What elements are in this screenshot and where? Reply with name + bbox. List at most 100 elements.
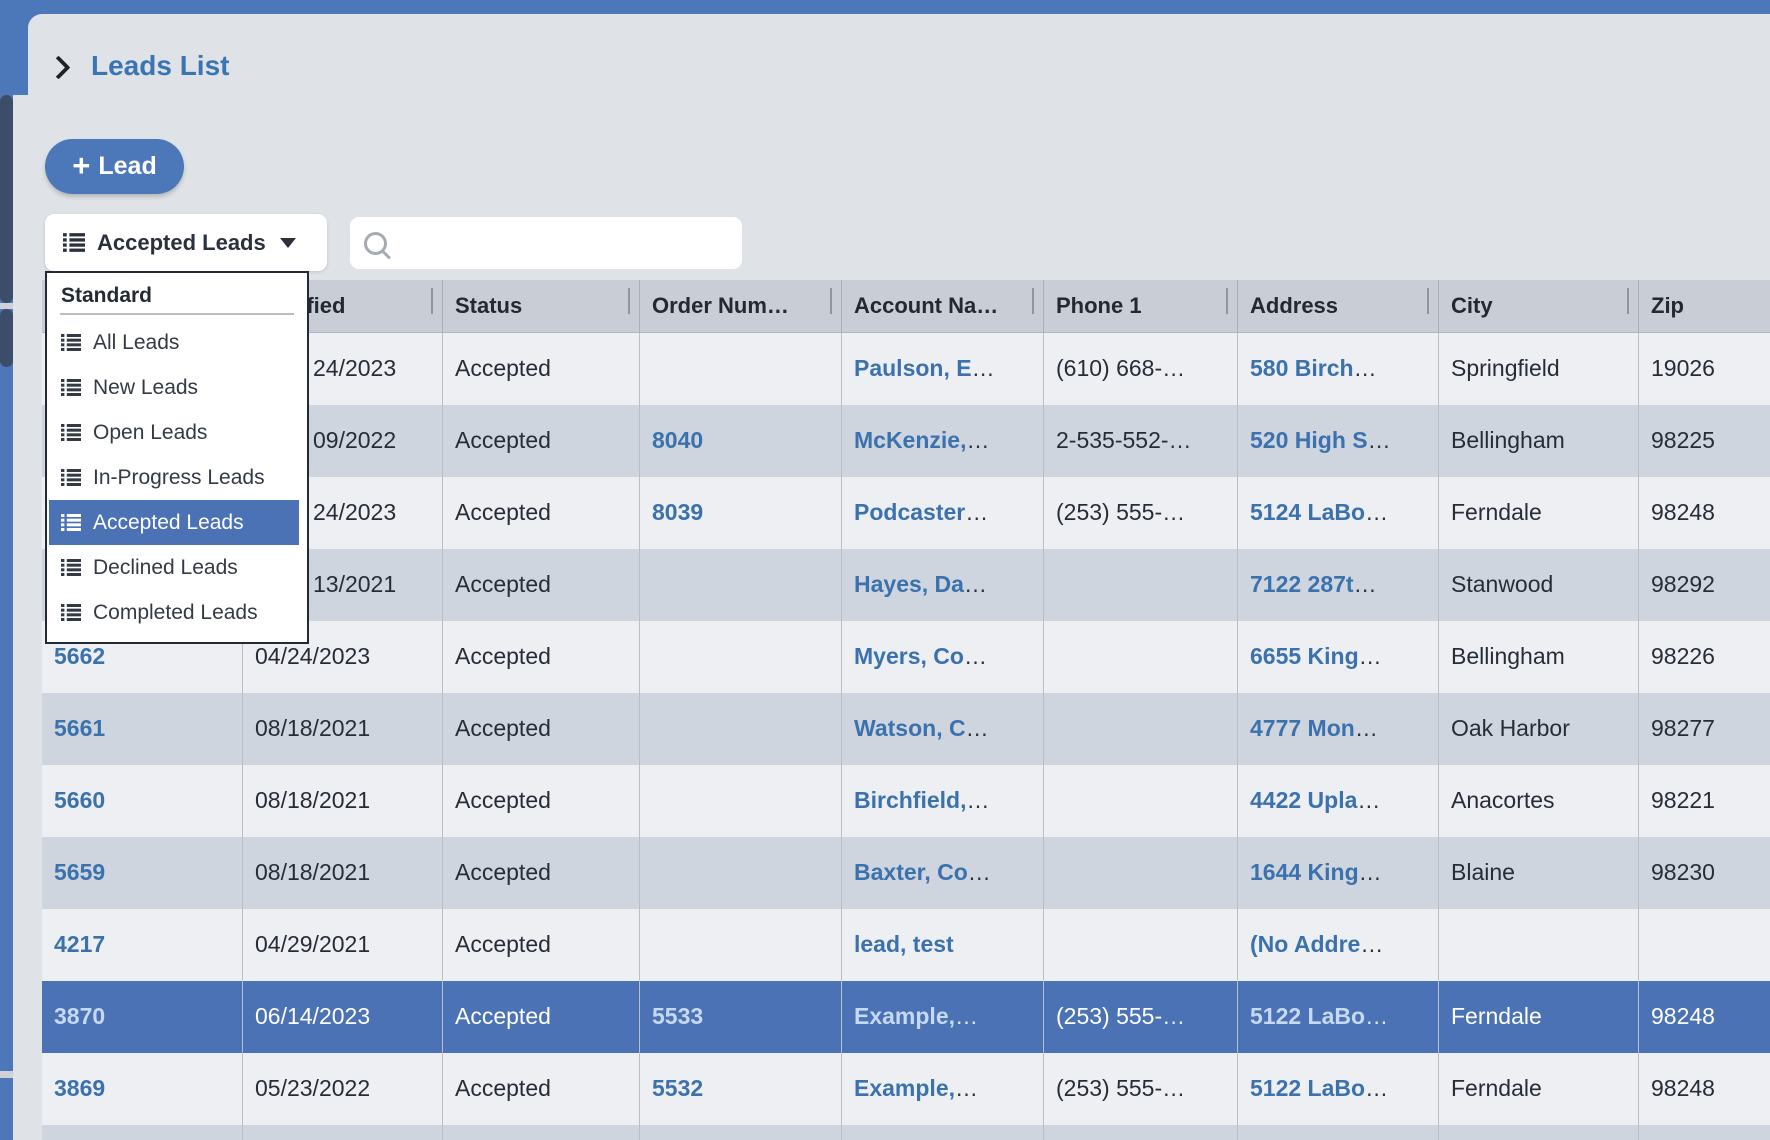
page-title[interactable]: Leads List: [91, 50, 230, 81]
link-account-name[interactable]: Myers, Co: [854, 643, 964, 669]
cell-order-number: 8039: [640, 477, 842, 549]
search-input[interactable]: [387, 229, 728, 257]
top-frame-bar: [0, 0, 1770, 14]
link-lead-number[interactable]: 4217: [54, 931, 106, 957]
link-address[interactable]: 520 High S: [1250, 427, 1368, 453]
link-order-number[interactable]: 8039: [652, 499, 704, 525]
chevron-right-icon[interactable]: [46, 54, 71, 80]
table-row[interactable]: 24/2023 Accepted 8039 Podcaster… (253) 555-……: [42, 477, 1770, 549]
link-address[interactable]: 580 Birch: [1250, 355, 1354, 381]
link-address[interactable]: 7122 287t: [1250, 571, 1354, 597]
link-address[interactable]: 4422 Upla: [1250, 787, 1358, 813]
filter-dropdown-button[interactable]: Accepted Leads: [45, 214, 327, 271]
truncation-ellipsis: …: [955, 1003, 978, 1029]
cell-status: Accepted: [443, 1053, 640, 1125]
menu-item-label: All Leads: [93, 330, 180, 354]
link-account-name[interactable]: lead, test: [854, 931, 954, 957]
cell-modified: 08/18/2021: [243, 693, 443, 765]
cell-status: Accepted: [443, 405, 640, 477]
cell-account-name: Example,…: [842, 1053, 1044, 1125]
header-cell-address[interactable]: Address: [1238, 280, 1439, 332]
truncation-ellipsis: …: [965, 715, 989, 741]
header-cell-status[interactable]: Status: [443, 280, 640, 332]
cell-empty: [1238, 1125, 1439, 1140]
link-account-name[interactable]: Example,: [854, 1075, 955, 1101]
link-account-name[interactable]: McKenzie,: [854, 427, 967, 453]
menu-item-accepted-leads[interactable]: Accepted Leads: [49, 500, 299, 545]
link-address[interactable]: 5122 LaBo: [1250, 1075, 1366, 1101]
filter-menu-items: All Leads New Leads Open Leads In-Progress …: [47, 320, 307, 635]
table-row[interactable]: 3869 05/23/2022 Accepted 5532 Example,… (253)…: [42, 1053, 1770, 1125]
cell-zip: 98226: [1651, 643, 1715, 669]
cell-city: [1439, 909, 1639, 981]
table-row[interactable]: 09/2022 Accepted 8040 McKenzie,… 2-535-552-……: [42, 405, 1770, 477]
cell-account-name: Example,…: [842, 981, 1044, 1053]
link-account-name[interactable]: Paulson, E: [854, 355, 972, 381]
link-address[interactable]: 1644 King: [1250, 859, 1359, 885]
link-address[interactable]: 5124 LaBo: [1250, 499, 1366, 525]
link-account-name[interactable]: Birchfield,: [854, 787, 967, 813]
link-address[interactable]: 6655 King: [1250, 643, 1359, 669]
table-row[interactable]: 5661 08/18/2021 Accepted Watson, C… 4777 Mon…: [42, 693, 1770, 765]
table-row[interactable]: 3870 06/14/2023 Accepted 5533 Example,… (253)…: [42, 981, 1770, 1053]
scrollbar-thumb[interactable]: [0, 95, 13, 303]
menu-item-open-leads[interactable]: Open Leads: [47, 410, 299, 455]
cell-empty: [842, 1125, 1044, 1140]
link-order-number[interactable]: 8040: [652, 427, 704, 453]
menu-item-completed-leads[interactable]: Completed Leads: [47, 590, 299, 635]
link-order-number[interactable]: 5532: [652, 1075, 704, 1101]
cell-address: 4777 Mon…: [1238, 693, 1439, 765]
header-cell-phone-1[interactable]: Phone 1: [1044, 280, 1238, 332]
menu-item-new-leads[interactable]: New Leads: [47, 365, 299, 410]
table-row[interactable]: 5662 04/24/2023 Accepted Myers, Co… 6655 Kin…: [42, 621, 1770, 693]
cell-city: Ferndale: [1439, 477, 1639, 549]
link-order-number[interactable]: 5533: [652, 1003, 704, 1029]
cell-empty: [443, 1125, 640, 1140]
header-cell-zip[interactable]: Zip: [1651, 293, 1684, 318]
table-row: [42, 1125, 1770, 1140]
table-row[interactable]: 13/2021 Accepted Hayes, Da… 7122 287t… Stanw…: [42, 549, 1770, 621]
cell-lead-number: 3870: [42, 981, 243, 1053]
link-lead-number[interactable]: 3869: [54, 1075, 106, 1101]
menu-item-all-leads[interactable]: All Leads: [47, 320, 299, 365]
link-account-name[interactable]: Baxter, Co: [854, 859, 968, 885]
cell-zip: 98248: [1651, 1003, 1715, 1029]
link-address[interactable]: 4777 Mon: [1250, 715, 1355, 741]
link-account-name[interactable]: Podcaster: [854, 499, 966, 525]
header-cell-city[interactable]: City: [1439, 280, 1639, 332]
link-account-name[interactable]: Hayes, Da: [854, 571, 964, 597]
table-row[interactable]: 5659 08/18/2021 Accepted Baxter, Co… 1644 Ki…: [42, 837, 1770, 909]
cell-zip: 98248: [1651, 1075, 1715, 1101]
link-lead-number[interactable]: 5661: [54, 715, 106, 741]
header-cell-account-name[interactable]: Account Na…: [842, 280, 1044, 332]
table-row[interactable]: 4217 04/29/2021 Accepted lead, test (No Addr…: [42, 909, 1770, 981]
link-lead-number[interactable]: 5660: [54, 787, 106, 813]
link-lead-number[interactable]: 5662: [54, 643, 106, 669]
link-account-name[interactable]: Example,: [854, 1003, 955, 1029]
truncation-ellipsis: …: [1353, 571, 1377, 597]
cell-modified: 08/18/2021: [243, 837, 443, 909]
link-account-name[interactable]: Watson, C: [854, 715, 966, 741]
table-row[interactable]: 5660 08/18/2021 Accepted Birchfield,… 4422 U…: [42, 765, 1770, 837]
add-lead-label: Lead: [98, 152, 157, 180]
menu-item-declined-leads[interactable]: Declined Leads: [47, 545, 299, 590]
cell-account-name: lead, test: [842, 909, 1044, 981]
cell-status: Accepted: [443, 477, 640, 549]
menu-item-in-progress-leads[interactable]: In-Progress Leads: [47, 455, 299, 500]
cell-address: 4422 Upla…: [1238, 765, 1439, 837]
truncation-ellipsis: …: [965, 499, 989, 525]
link-lead-number[interactable]: 3870: [54, 1003, 106, 1029]
cell-status: Accepted: [443, 693, 640, 765]
add-lead-button[interactable]: + Lead: [45, 139, 184, 194]
link-address[interactable]: 5122 LaBo: [1250, 1003, 1366, 1029]
scrollbar-thumb[interactable]: [0, 309, 13, 367]
truncation-ellipsis: …: [1354, 715, 1378, 741]
scrollbar-gap: [0, 303, 13, 309]
link-address[interactable]: (No Addre: [1250, 931, 1361, 957]
truncation-ellipsis: …: [1365, 1003, 1389, 1029]
cell-lead-number: 5662: [42, 621, 243, 693]
header-cell-order-number[interactable]: Order Num…: [640, 280, 842, 332]
table-row[interactable]: 24/2023 Accepted Paulson, E… (610) 668-… 580…: [42, 333, 1770, 405]
link-lead-number[interactable]: 5659: [54, 859, 106, 885]
